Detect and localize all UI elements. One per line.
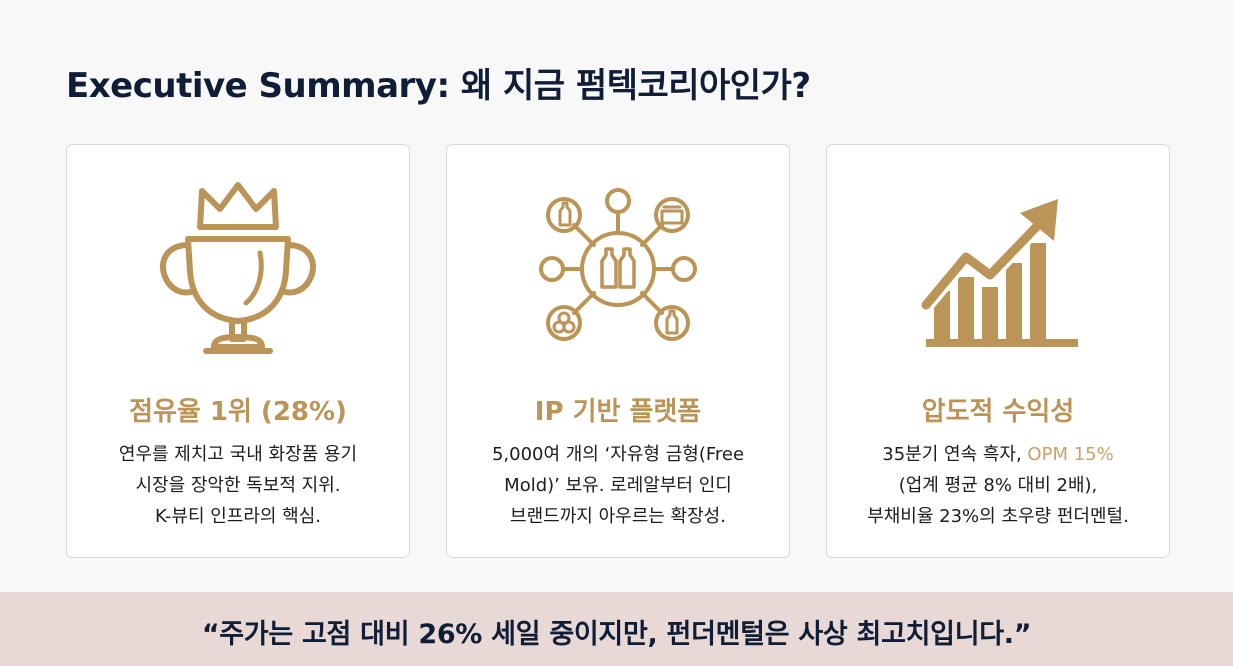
trophy-crown-icon [148, 179, 328, 359]
card-desc-line: 부채비율 23%의 초우량 펀더멘털. [867, 506, 1129, 527]
card-desc-line: K-뷰티 인프라의 핵심. [154, 506, 322, 527]
opm-highlight: OPM 15% [1027, 444, 1114, 465]
card-market-share: 점유율 1위 (28%) 연우를 제치고 국내 화장품 용기 시장을 장악한 독… [66, 144, 410, 558]
card-profitability: 압도적 수익성 35분기 연속 흑자, OPM 15% (업계 평균 8% 대비… [826, 144, 1170, 558]
growth-chart-icon [908, 179, 1088, 359]
card-description: 5,000여 개의 ‘자유형 금형(Free Mold)’ 보유. 로레알부터 … [457, 439, 779, 532]
card-title: IP 기반 플랫폼 [534, 397, 702, 427]
card-desc-line: 5,000여 개의 ‘자유형 금형(Free [491, 444, 745, 465]
quote-banner: “주가는 고점 대비 26% 세일 중이지만, 펀더멘털은 사상 최고치입니다.… [0, 592, 1233, 666]
card-desc-line: 브랜드까지 아우르는 확장성. [510, 506, 726, 527]
card-description: 연우를 제치고 국내 화장품 용기 시장을 장악한 독보적 지위. K-뷰티 인… [77, 439, 399, 532]
card-desc-line: Mold)’ 보유. 로레알부터 인디 [504, 475, 732, 496]
card-desc-line: 35분기 연속 흑자, OPM 15% [837, 439, 1159, 470]
summary-cards: 점유율 1위 (28%) 연우를 제치고 국내 화장품 용기 시장을 장악한 독… [66, 144, 1172, 560]
closing-quote: “주가는 고점 대비 26% 세일 중이지만, 펀더멘털은 사상 최고치입니다.… [201, 619, 1032, 650]
network-hub-icon [528, 179, 708, 359]
card-desc-line: (업계 평균 8% 대비 2배), [898, 475, 1098, 496]
card-desc-line: 시장을 장악한 독보적 지위. [135, 475, 341, 496]
card-description: 35분기 연속 흑자, OPM 15% (업계 평균 8% 대비 2배), 부채… [837, 439, 1159, 532]
page-title: Executive Summary: 왜 지금 펌텍코리아인가? [66, 66, 811, 106]
card-title: 압도적 수익성 [921, 397, 1075, 427]
card-ip-platform: IP 기반 플랫폼 5,000여 개의 ‘자유형 금형(Free Mold)’ … [446, 144, 790, 558]
card-desc-line: 연우를 제치고 국내 화장품 용기 [118, 444, 358, 465]
card-title: 점유율 1위 (28%) [129, 397, 347, 427]
card-desc-text: 35분기 연속 흑자, [882, 444, 1028, 465]
